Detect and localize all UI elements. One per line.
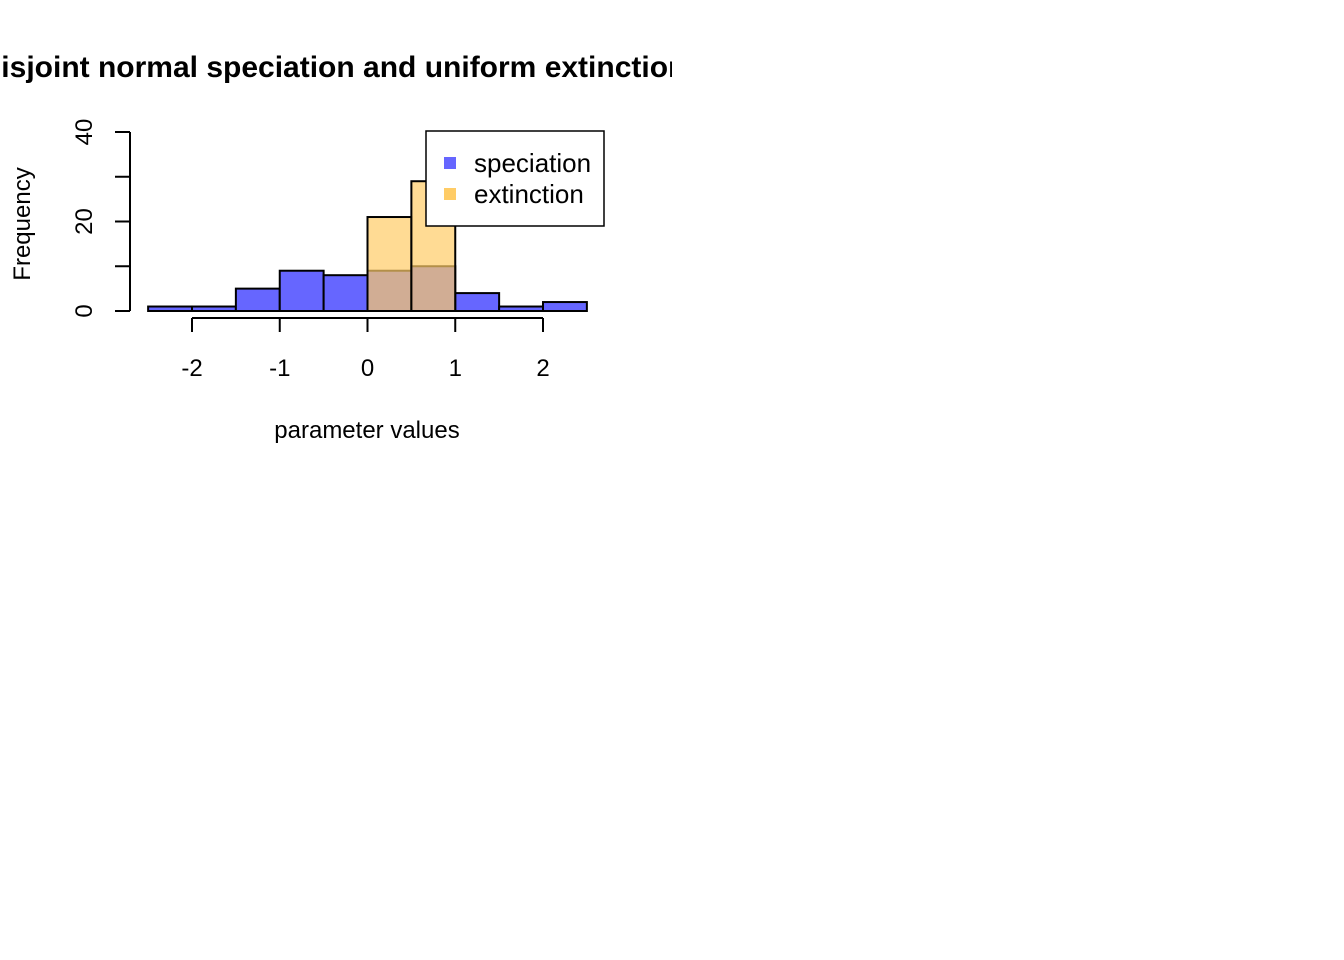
legend-swatch-speciation xyxy=(444,157,456,169)
y-tick-label-0: 0 xyxy=(71,304,98,317)
x-tick-label-3: 1 xyxy=(449,355,462,382)
bar-speciation-4 xyxy=(322,274,369,313)
legend-swatch-extinction xyxy=(444,188,456,200)
bar-speciation-3 xyxy=(278,269,325,313)
bar-speciation-1 xyxy=(191,305,237,312)
x-tick-label-0: -2 xyxy=(181,355,202,382)
bar-speciation-2 xyxy=(234,287,281,312)
x-tick-label-1: -1 xyxy=(269,355,290,382)
bar-speciation-7 xyxy=(454,292,501,313)
bars-layer xyxy=(147,180,588,313)
legend-box xyxy=(425,130,605,227)
legend-label-speciation: speciation xyxy=(474,148,591,178)
y-axis-label: Frequency xyxy=(9,167,36,280)
y-tick-label-2: 40 xyxy=(71,119,98,146)
y-tick-label-1: 20 xyxy=(71,208,98,235)
x-axis-label: parameter values xyxy=(274,417,459,444)
chart-title: Disjoint normal speciation and uniform e… xyxy=(0,51,686,84)
x-tick-label-4: 2 xyxy=(536,355,549,382)
bar-speciation-8 xyxy=(498,305,544,312)
bar-speciation-9 xyxy=(542,301,588,312)
legend-label-extinction: extinction xyxy=(474,179,584,209)
x-tick-label-2: 0 xyxy=(361,355,374,382)
bar-extinction-0 xyxy=(366,216,413,312)
bar-speciation-0 xyxy=(147,305,193,312)
